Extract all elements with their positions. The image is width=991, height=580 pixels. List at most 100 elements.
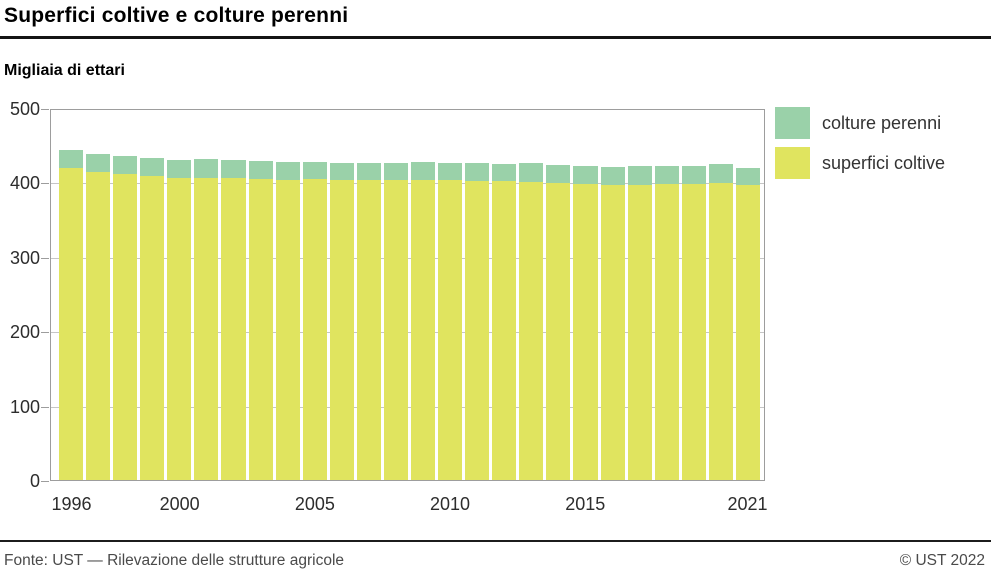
footer: Fonte: UST — Rilevazione delle strutture… xyxy=(0,548,991,574)
y-tick-mark-300 xyxy=(41,258,49,259)
x-axis: 1996 2000 2005 2010 2015 2021 xyxy=(50,494,768,520)
bar-segment-colture-perenni-2003 xyxy=(248,161,273,179)
bar-1997 xyxy=(86,110,111,480)
bar-2004 xyxy=(275,110,300,480)
x-tick-label-2021: 2021 xyxy=(727,494,768,514)
legend-item-colture-perenni: colture perenni xyxy=(775,107,985,139)
bar-segment-superfici-coltive-2009 xyxy=(411,179,436,480)
bar-1999 xyxy=(140,110,165,480)
y-tick-label-200: 200 xyxy=(9,322,40,342)
y-tick-label-100: 100 xyxy=(9,397,40,417)
bar-segment-superfici-coltive-2011 xyxy=(465,181,490,480)
plot-area xyxy=(50,109,765,481)
bar-segment-colture-perenni-2011 xyxy=(465,162,490,182)
bar-segment-colture-perenni-2000 xyxy=(167,159,192,179)
legend: colture perenni superfici coltive xyxy=(775,107,985,187)
legend-swatch-colture-perenni xyxy=(775,107,810,139)
bar-2012 xyxy=(492,110,517,480)
bar-segment-superfici-coltive-2015 xyxy=(573,184,598,480)
bar-2011 xyxy=(465,110,490,480)
bar-segment-superfici-coltive-2006 xyxy=(329,179,354,480)
bar-2003 xyxy=(248,110,273,480)
bar-segment-colture-perenni-2006 xyxy=(329,162,354,180)
chart-subtitle-unit-label: Migliaia di ettari xyxy=(4,62,125,79)
bar-segment-colture-perenni-2010 xyxy=(438,162,463,181)
bar-segment-colture-perenni-2008 xyxy=(383,163,409,181)
bar-2017 xyxy=(627,110,652,480)
y-tick-label-0: 0 xyxy=(29,471,40,491)
bar-2001 xyxy=(194,110,219,480)
bar-2002 xyxy=(221,110,246,480)
footer-divider-line xyxy=(0,540,991,542)
y-tick-mark-500 xyxy=(41,109,49,110)
bar-segment-superfici-coltive-2003 xyxy=(248,178,273,480)
bar-2013 xyxy=(519,110,544,480)
bar-segment-superfici-coltive-2014 xyxy=(546,182,571,480)
bar-2021 xyxy=(735,110,761,480)
bars-container xyxy=(51,110,764,480)
bar-segment-colture-perenni-1996 xyxy=(59,149,84,169)
bar-segment-superfici-coltive-2016 xyxy=(600,184,625,480)
bar-2015 xyxy=(573,110,598,480)
y-tick-label-400: 400 xyxy=(9,173,40,193)
bar-2006 xyxy=(329,110,354,480)
y-tick-mark-400 xyxy=(41,183,49,184)
bar-2014 xyxy=(546,110,571,480)
bar-segment-superfici-coltive-2008 xyxy=(383,180,409,480)
bar-segment-colture-perenni-1998 xyxy=(113,155,138,174)
bar-segment-colture-perenni-2015 xyxy=(573,165,598,184)
legend-label: colture perenni xyxy=(822,112,942,133)
legend-swatch-superfici-coltive xyxy=(775,147,810,179)
bar-segment-colture-perenni-2021 xyxy=(735,168,761,186)
y-tick-mark-0 xyxy=(41,481,49,482)
y-tick-label-300: 300 xyxy=(9,248,40,268)
copyright-text: © UST 2022 xyxy=(899,552,985,569)
bar-segment-superfici-coltive-2013 xyxy=(519,181,544,480)
bar-segment-superfici-coltive-2019 xyxy=(681,184,706,480)
bar-1996 xyxy=(59,110,84,480)
bar-segment-colture-perenni-2005 xyxy=(302,161,327,179)
bar-segment-superfici-coltive-2020 xyxy=(708,182,733,480)
legend-label: superfici coltive xyxy=(822,152,946,173)
bar-segment-colture-perenni-2001 xyxy=(194,158,219,179)
bar-segment-superfici-coltive-2005 xyxy=(302,178,327,480)
bar-2005 xyxy=(302,110,327,480)
bar-segment-superfici-coltive-2001 xyxy=(194,178,219,480)
bar-segment-colture-perenni-1997 xyxy=(86,154,111,173)
title-divider-line xyxy=(0,36,991,39)
bar-segment-colture-perenni-2013 xyxy=(519,162,544,182)
bar-segment-superfici-coltive-2002 xyxy=(221,178,246,480)
bar-1998 xyxy=(113,110,138,480)
x-tick-label-2000: 2000 xyxy=(159,494,200,514)
bar-segment-colture-perenni-2019 xyxy=(681,166,706,184)
bar-segment-superfici-coltive-2007 xyxy=(356,179,381,480)
bar-segment-superfici-coltive-1999 xyxy=(140,175,165,480)
bar-2010 xyxy=(438,110,463,480)
y-tick-label-500: 500 xyxy=(9,99,40,119)
source-text: Fonte: UST — Rilevazione delle strutture… xyxy=(4,552,345,569)
x-tick-label-2005: 2005 xyxy=(294,494,335,514)
bar-2000 xyxy=(167,110,192,480)
bar-segment-colture-perenni-2007 xyxy=(356,162,381,180)
bar-segment-colture-perenni-2004 xyxy=(275,161,300,180)
bar-segment-superfici-coltive-1998 xyxy=(113,173,138,480)
bar-segment-colture-perenni-2017 xyxy=(627,166,652,185)
bar-2018 xyxy=(654,110,679,480)
bar-segment-superfici-coltive-1996 xyxy=(59,168,84,480)
bar-2016 xyxy=(600,110,625,480)
bar-segment-colture-perenni-2002 xyxy=(221,159,246,179)
bar-segment-colture-perenni-2012 xyxy=(492,164,517,182)
bar-segment-superfici-coltive-2000 xyxy=(167,178,192,480)
bar-segment-superfici-coltive-2018 xyxy=(654,184,679,480)
bar-segment-superfici-coltive-2004 xyxy=(275,179,300,480)
bar-2008 xyxy=(383,110,409,480)
x-tick-label-1996: 1996 xyxy=(51,494,92,514)
bar-2007 xyxy=(356,110,381,480)
bar-2009 xyxy=(411,110,436,480)
bar-segment-colture-perenni-2016 xyxy=(600,167,625,185)
bar-segment-colture-perenni-1999 xyxy=(140,158,165,176)
y-axis: 0 100 200 300 400 500 xyxy=(0,100,40,490)
bar-segment-superfici-coltive-2010 xyxy=(438,180,463,480)
x-tick-label-2010: 2010 xyxy=(430,494,471,514)
bar-segment-colture-perenni-2018 xyxy=(654,166,679,184)
